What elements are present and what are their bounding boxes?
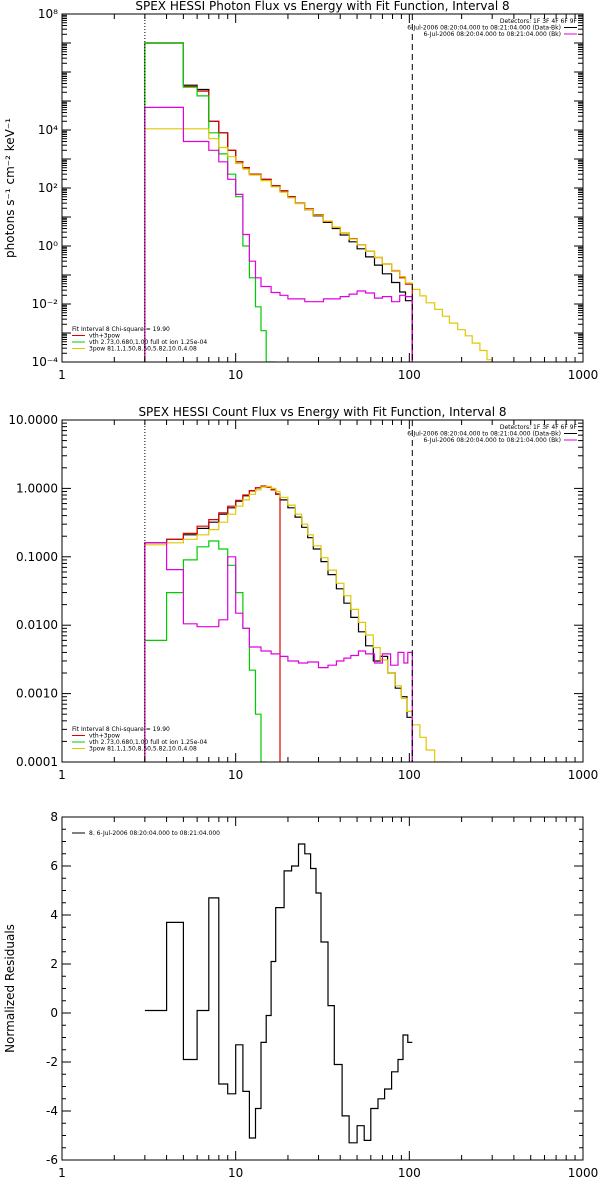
y-tick-label: 0.1000 — [16, 550, 58, 564]
legend-entry-fit: 3pow 81.1,1.50,8.50,5.82,10.0,4.08 — [89, 746, 197, 753]
y-tick-label: 10.0000 — [8, 413, 58, 427]
y-tick-label: 0.0001 — [16, 755, 58, 769]
x-tick-label: 1000 — [568, 1166, 599, 1180]
x-tick-label: 10 — [228, 1166, 243, 1180]
x-tick-label: 1 — [58, 1166, 66, 1180]
chart-panel-photon: SPEX HESSI Photon Flux vs Energy with Fi… — [3, 0, 598, 382]
chart-panel-count: SPEX HESSI Count Flux vs Energy with Fit… — [8, 405, 598, 782]
legend-entry-fit: Fit Interval 8 Chi-square = 19.90 — [72, 726, 170, 733]
y-tick-label: 10⁰ — [38, 239, 58, 253]
series-line-bk — [144, 106, 413, 362]
y-tick-label: 10⁻⁴ — [32, 355, 59, 369]
legend-entry-fit: vth+3pow — [89, 733, 120, 740]
legend-entry-fit: vth+3pow — [89, 333, 120, 340]
series-line-3pow — [144, 128, 493, 362]
legend-entry-top: 6-Jul-2006 08:20:04.000 to 08:21:04.000 … — [423, 31, 561, 38]
y-tick-label: 8 — [50, 810, 58, 824]
y-tick-label: 10⁴ — [38, 123, 58, 137]
x-tick-label: 1000 — [568, 368, 599, 382]
x-tick-label: 100 — [398, 368, 421, 382]
series-line-residuals — [144, 843, 413, 1144]
legend-entry-top: 6-Jul-2006 08:20:04.000 to 08:21:04.000 … — [423, 437, 561, 444]
x-tick-label: 1000 — [568, 768, 599, 782]
legend-entry-top: Detectors: 1F 3F 4F 6F 9F — [500, 424, 578, 431]
plot-frame — [61, 419, 584, 763]
series-line-vth-3pow — [144, 42, 413, 362]
x-tick-label: 1 — [58, 368, 66, 382]
y-tick-label: 4 — [50, 908, 58, 922]
chart-title: SPEX HESSI Count Flux vs Energy with Fit… — [138, 405, 506, 419]
series-line-3pow — [144, 485, 452, 762]
chart-panel-resid: 1 10 100 1000 -6 -4 -2 0 2 4 6 8 Normalized Residual… — [3, 810, 598, 1180]
y-tick-label: -6 — [46, 1153, 58, 1167]
x-tick-label: 10 — [228, 368, 243, 382]
y-tick-label: 10² — [38, 181, 58, 195]
series-line-vth-3pow — [144, 485, 281, 762]
y-tick-label: 0.0100 — [16, 618, 58, 632]
legend-entry-fit: Fit Interval 8 Chi-square = 19.90 — [72, 326, 170, 333]
legend-entry-top: Detectors: 1F 3F 4F 6F 9F — [500, 18, 578, 25]
y-tick-label: 10⁸ — [38, 7, 58, 21]
y-axis-label: Normalized Residuals — [3, 924, 17, 1053]
y-tick-label: 1.0000 — [16, 481, 58, 495]
legend-entry-fit: 3pow 81.1,1.50,8.50,5.82,10.0,4.08 — [89, 346, 197, 353]
y-tick-label: 6 — [50, 859, 58, 873]
legend-entry-top: 6-Jul-2006 08:20:04.000 to 08:21:04.000 … — [407, 25, 561, 32]
x-tick-label: 100 — [398, 768, 421, 782]
y-tick-label: 2 — [50, 957, 58, 971]
y-axis-label: photons s⁻¹ cm⁻² keV⁻¹ — [3, 118, 17, 258]
y-tick-label: 10⁻² — [32, 297, 59, 311]
legend-entry-fit: vth 2.73,0.680,1.00 full ot ion 1.25e-04 — [89, 739, 207, 746]
x-tick-label: 10 — [228, 768, 243, 782]
y-tick-label: -4 — [46, 1104, 58, 1118]
x-tick-label: 100 — [398, 1166, 421, 1180]
legend-entry-top: 6-Jul-2006 08:20:04.000 to 08:21:04.000 … — [407, 431, 561, 438]
plot-frame — [61, 13, 584, 363]
legend-entry-fit: vth 2.73,0.680,1.00 full ot ion 1.25e-04 — [89, 339, 207, 346]
y-tick-label: -2 — [46, 1055, 58, 1069]
legend-entry-fit: 8. 6-Jul-2006 08:20:04.000 to 08:21:04.0… — [89, 830, 220, 837]
y-tick-label: 0 — [50, 1006, 58, 1020]
chart-title: SPEX HESSI Photon Flux vs Energy with Fi… — [135, 0, 509, 13]
plot-frame — [61, 816, 584, 1161]
x-tick-label: 1 — [58, 768, 66, 782]
series-line-vth — [144, 42, 276, 362]
series-line-bk — [144, 542, 413, 762]
series-line-data-bk — [144, 42, 413, 362]
y-tick-label: 0.0010 — [16, 687, 58, 701]
